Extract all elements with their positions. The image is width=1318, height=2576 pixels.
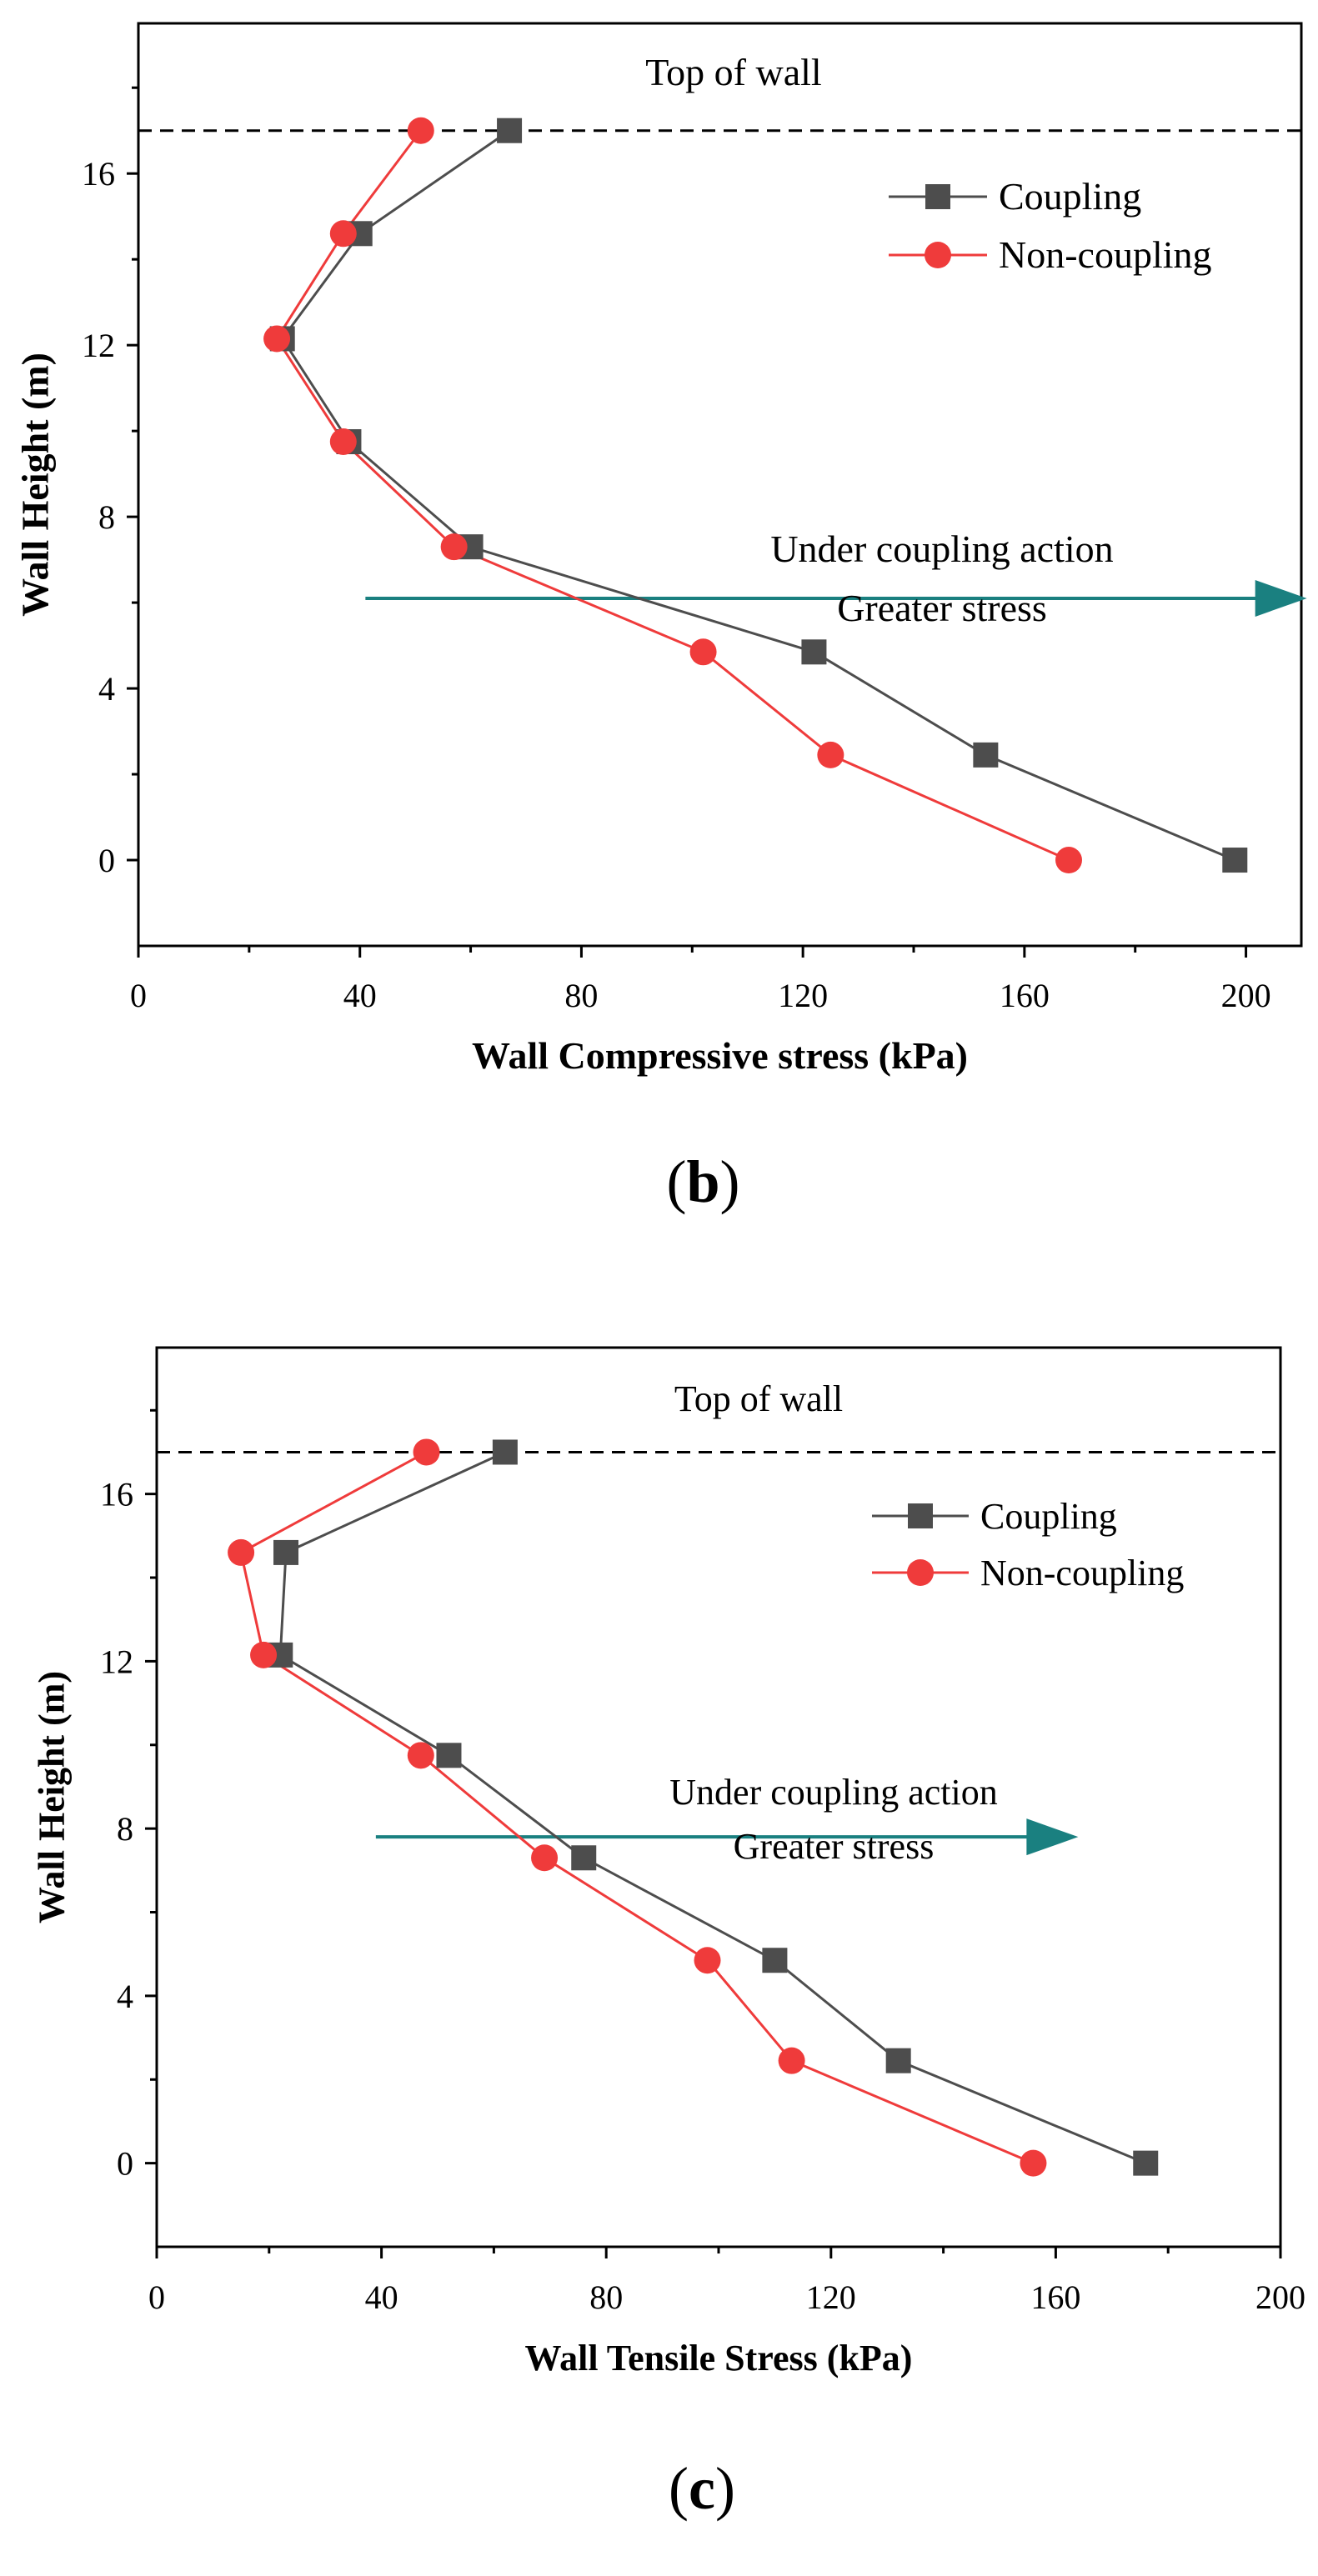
legend-label: Coupling [999,175,1141,218]
legend-label: Non-coupling [999,233,1212,276]
y-tick-label: 0 [98,842,115,879]
y-axis-title: Wall Height (m) [14,353,57,617]
x-tick-label: 80 [589,2278,623,2316]
x-tick-label: 200 [1255,2278,1305,2316]
annotation-line-2: Greater stress [837,587,1047,629]
y-axis-title: Wall Height (m) [32,1671,73,1923]
data-point-non-coupling [778,2047,805,2074]
series-line-coupling [280,129,1235,862]
x-tick-label: 160 [1000,977,1050,1014]
data-point-coupling [436,1743,462,1768]
data-point-non-coupling [228,1538,255,1566]
top-of-wall-label: Top of wall [645,51,821,93]
y-tick-label: 8 [98,498,115,536]
chart-c: 0 40 80 120 160 200 0 4 8 12 16 Wall Tensile Stress… [32,1346,1305,2522]
series-line-coupling [278,1451,1146,2165]
data-point-coupling [273,1539,299,1565]
x-tick-label: 0 [130,977,147,1014]
data-point-coupling [885,2048,911,2073]
data-point-non-coupling [329,428,357,456]
legend-marker-circle [907,1559,934,1586]
top-of-wall-label: Top of wall [674,1378,843,1419]
x-tick-label: 0 [148,2278,165,2316]
y-tick-label: 16 [82,155,115,193]
panel-label: (c) [669,2455,735,2522]
annotation-arrow-head [1255,579,1307,617]
annotation-arrow-head [1026,1818,1079,1856]
x-tick-label: 160 [1030,2278,1080,2316]
legend-marker-square [925,184,950,209]
x-axis-title: Wall Tensile Stress (kPa) [525,2338,913,2378]
data-point-coupling [762,1948,788,1973]
x-tick-label: 80 [564,977,598,1014]
paren-close: ) [720,1148,740,1215]
panel-label: (b) [666,1148,739,1215]
y-tick-label: 4 [98,670,115,708]
data-point-non-coupling [531,1844,559,1872]
data-point-coupling [973,742,999,768]
x-tick-label: 40 [343,977,377,1014]
series-line-non-coupling [239,1451,1035,2165]
data-point-non-coupling [1055,847,1082,874]
plot-frame [137,22,1303,948]
legend-label: Non-coupling [980,1553,1184,1593]
y-tick-label: 16 [100,1476,133,1513]
panel-letter: b [686,1148,719,1215]
series-line-non-coupling [275,129,1070,862]
paren-open: ( [669,2455,689,2522]
data-point-non-coupling [250,1641,278,1668]
data-point-non-coupling [407,1742,434,1769]
data-point-coupling [1222,848,1248,873]
x-tick-label: 40 [365,2278,398,2316]
data-point-coupling [1133,2150,1159,2176]
legend-marker-square [908,1503,933,1528]
legend-label: Coupling [980,1496,1117,1537]
x-axis-title: Wall Compressive stress (kPa) [472,1034,968,1077]
legend-marker-circle [925,242,951,268]
paren-close: ) [715,2455,735,2522]
y-tick-label: 12 [82,327,115,364]
annotation-line-1: Under coupling action [770,528,1113,570]
y-tick-label: 12 [100,1643,133,1680]
data-point-non-coupling [440,533,468,561]
annotation-line-1: Under coupling action [669,1772,997,1813]
data-point-non-coupling [817,741,844,768]
data-point-non-coupling [694,1947,721,1974]
y-tick-label: 8 [117,1810,133,1848]
x-tick-label: 120 [778,977,828,1014]
data-point-non-coupling [407,117,434,144]
data-point-coupling [801,639,827,665]
data-point-non-coupling [413,1438,440,1466]
data-point-coupling [497,118,523,143]
y-tick-label: 0 [117,2145,133,2183]
x-tick-label: 120 [806,2278,856,2316]
data-point-non-coupling [689,638,717,666]
chart-b: 0 40 80 120 160 200 0 4 8 12 16 Wall Compressive st… [14,22,1307,1215]
data-point-non-coupling [329,220,357,248]
data-point-coupling [492,1439,518,1465]
data-point-non-coupling [1020,2149,1047,2177]
annotation-line-2: Greater stress [734,1826,935,1867]
y-tick-label: 4 [117,1978,133,2015]
paren-open: ( [666,1148,686,1215]
panel-letter: c [689,2455,715,2522]
data-point-coupling [571,1845,597,1871]
data-point-non-coupling [263,325,291,353]
x-tick-label: 200 [1221,977,1271,1014]
